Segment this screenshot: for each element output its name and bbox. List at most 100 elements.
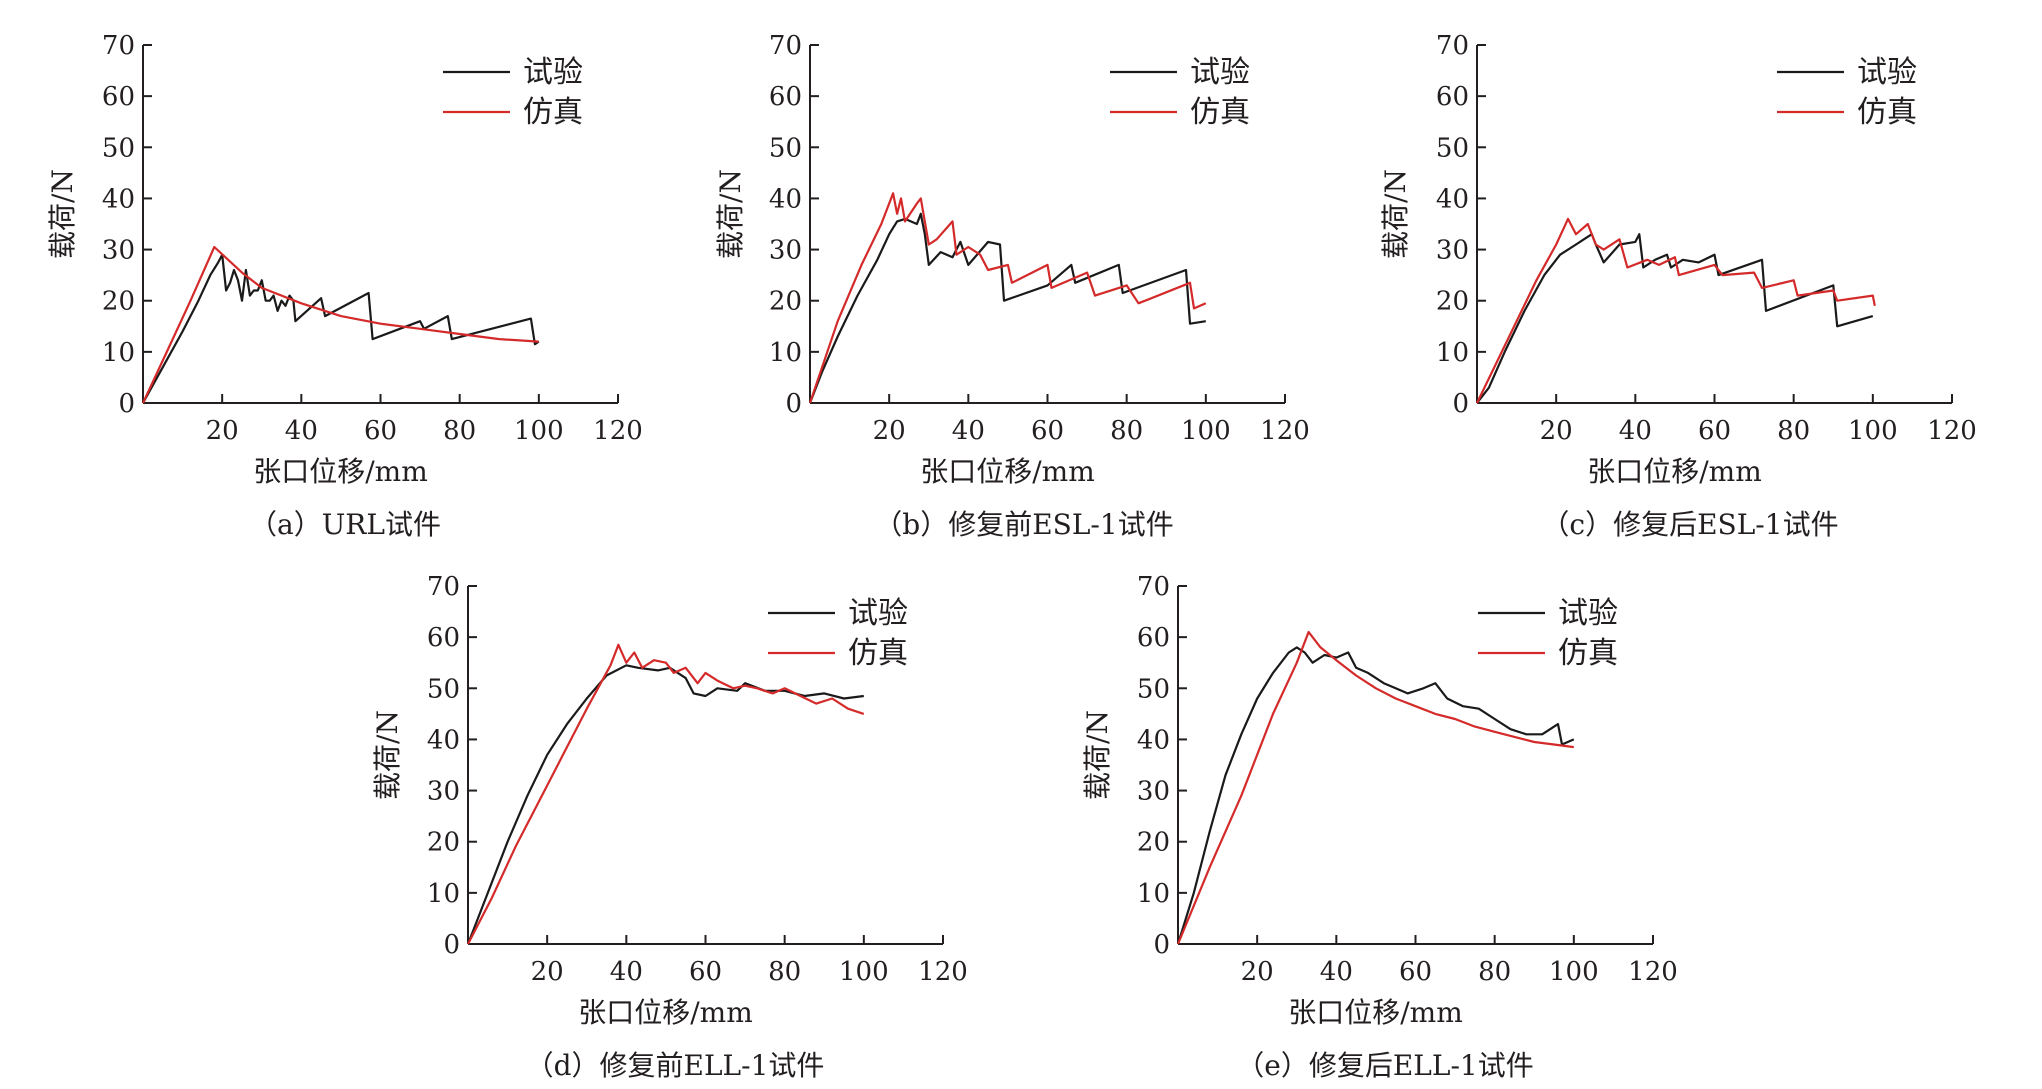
y-tick-label: 30	[1436, 236, 1469, 266]
x-tick-label: 20	[873, 416, 906, 446]
y-tick-label: 30	[1137, 777, 1170, 807]
x-tick-label: 80	[1110, 416, 1143, 446]
y-tick-label: 40	[427, 725, 460, 755]
y-tick-label: 10	[1436, 338, 1469, 368]
x-tick-label: 120	[1927, 416, 1977, 446]
x-tick-label: 120	[1628, 957, 1678, 987]
y-tick-label: 50	[427, 674, 460, 704]
y-tick-label: 0	[1153, 930, 1170, 960]
y-axis-label: 载荷/N	[714, 169, 747, 259]
y-tick-label: 70	[427, 572, 460, 602]
x-tick-label: 100	[839, 957, 889, 987]
legend-label: 试验	[523, 55, 583, 90]
legend-label: 仿真	[1857, 95, 1917, 130]
y-tick-label: 30	[427, 777, 460, 807]
y-axis-label: 载荷/N	[1081, 710, 1114, 800]
y-tick-label: 40	[102, 184, 135, 214]
legend-label: 试验	[848, 596, 908, 631]
series-line-test	[1176, 646, 1575, 945]
x-tick-label: 20	[206, 416, 239, 446]
panel-caption: （d）修复前ELL-1试件	[526, 1049, 825, 1082]
y-tick-label: 60	[102, 82, 135, 112]
x-tick-label: 120	[918, 957, 968, 987]
x-tick-label: 20	[1241, 957, 1274, 987]
y-tick-label: 40	[1436, 184, 1469, 214]
x-tick-label: 80	[1478, 957, 1511, 987]
y-axis-label: 载荷/N	[371, 710, 404, 800]
legend-label: 仿真	[523, 95, 583, 130]
y-tick-label: 0	[1452, 389, 1469, 419]
chart-panel-a: 0 10 20 30 40 50 60 70 20 40 60 80 100 120 张口位移/mm 载荷/N…	[46, 31, 643, 541]
y-tick-label: 10	[769, 338, 802, 368]
series-line-sim	[1176, 630, 1574, 945]
panel-caption: （e）修复后ELL-1试件	[1236, 1049, 1533, 1082]
x-tick-label: 40	[285, 416, 318, 446]
x-tick-label: 60	[1399, 957, 1432, 987]
x-axis-label: 张口位移/mm	[1587, 455, 1762, 488]
chart-panel-e: 0 10 20 30 40 50 60 70 20 40 60 80 100 120 张口位移/mm 载荷/N…	[1081, 572, 1678, 1082]
legend-label: 试验	[1190, 55, 1250, 90]
y-tick-label: 60	[769, 82, 802, 112]
y-tick-label: 70	[769, 31, 802, 61]
legend-label: 仿真	[1190, 95, 1250, 130]
y-tick-label: 30	[769, 236, 802, 266]
y-tick-label: 60	[1436, 82, 1469, 112]
y-tick-label: 0	[443, 930, 460, 960]
legend-label: 仿真	[848, 636, 908, 671]
y-tick-label: 10	[1137, 879, 1170, 909]
y-tick-label: 50	[1436, 133, 1469, 163]
x-tick-label: 100	[1181, 416, 1231, 446]
x-tick-label: 80	[768, 957, 801, 987]
x-tick-label: 40	[1619, 416, 1652, 446]
x-tick-label: 100	[514, 416, 564, 446]
y-tick-label: 50	[102, 133, 135, 163]
series-line-test	[1476, 233, 1874, 404]
y-tick-label: 20	[1436, 287, 1469, 317]
x-tick-label: 40	[952, 416, 985, 446]
x-tick-label: 80	[443, 416, 476, 446]
x-tick-label: 40	[1320, 957, 1353, 987]
chart-panel-d: 0 10 20 30 40 50 60 70 20 40 60 80 100 120 张口位移/mm 载荷/N…	[371, 572, 968, 1082]
y-axis-label: 载荷/N	[46, 169, 79, 259]
x-tick-label: 120	[593, 416, 643, 446]
panel-caption: （a）URL试件	[249, 508, 441, 541]
x-tick-label: 120	[1260, 416, 1310, 446]
x-tick-label: 60	[1698, 416, 1731, 446]
x-tick-label: 20	[1540, 416, 1573, 446]
series-line-sim	[808, 192, 1207, 404]
y-tick-label: 60	[1137, 623, 1170, 653]
y-tick-label: 30	[102, 236, 135, 266]
legend-label: 试验	[1857, 55, 1917, 90]
x-tick-label: 60	[689, 957, 722, 987]
x-tick-label: 20	[531, 957, 564, 987]
y-tick-label: 20	[427, 828, 460, 858]
y-tick-label: 10	[102, 338, 135, 368]
x-axis-label: 张口位移/mm	[920, 455, 1095, 488]
panel-caption: （b）修复前ESL-1试件	[874, 508, 1173, 541]
y-tick-label: 20	[769, 287, 802, 317]
chart-panel-b: 0 10 20 30 40 50 60 70 20 40 60 80 100 120 张口位移/mm 载荷/N…	[714, 31, 1310, 541]
x-tick-label: 100	[1848, 416, 1898, 446]
series-line-test	[466, 664, 864, 945]
y-axis-label: 载荷/N	[1379, 169, 1412, 259]
y-tick-label: 10	[427, 879, 460, 909]
y-tick-label: 70	[1137, 572, 1170, 602]
legend-label: 试验	[1558, 596, 1618, 631]
y-tick-label: 50	[769, 133, 802, 163]
x-tick-label: 60	[1031, 416, 1064, 446]
y-tick-label: 20	[102, 287, 135, 317]
y-tick-label: 50	[1137, 674, 1170, 704]
y-tick-label: 0	[118, 389, 135, 419]
chart-panel-c: 0 10 20 30 40 50 60 70 20 40 60 80 100 120 张口位移/mm 载荷/N…	[1379, 31, 1977, 541]
series-line-sim	[1476, 217, 1876, 404]
y-tick-label: 60	[427, 623, 460, 653]
y-tick-label: 70	[102, 31, 135, 61]
x-tick-label: 40	[610, 957, 643, 987]
x-tick-label: 60	[364, 416, 397, 446]
x-axis-label: 张口位移/mm	[578, 996, 753, 1029]
x-tick-label: 80	[1777, 416, 1810, 446]
x-axis-label: 张口位移/mm	[253, 455, 428, 488]
y-tick-label: 70	[1436, 31, 1469, 61]
legend-label: 仿真	[1558, 636, 1618, 671]
panel-caption: （c）修复后ESL-1试件	[1541, 508, 1838, 541]
